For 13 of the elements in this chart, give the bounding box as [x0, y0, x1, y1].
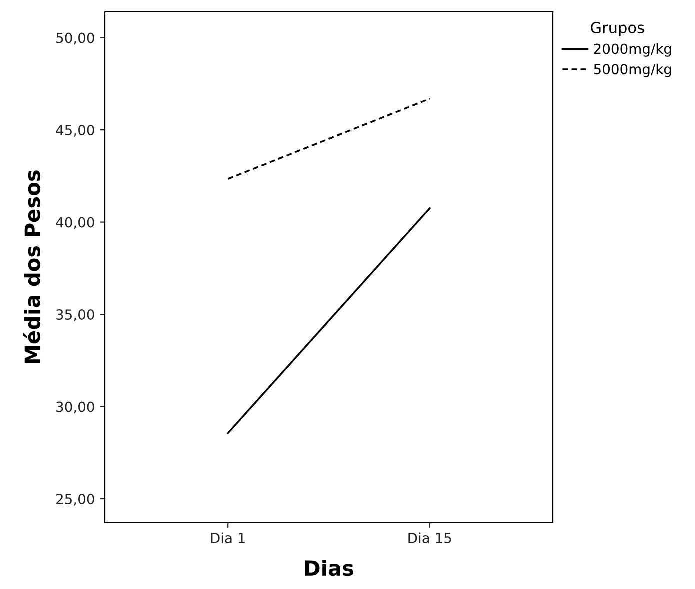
y-tick-label: 30,00 [56, 402, 94, 414]
y-tick-label: 35,00 [56, 310, 94, 322]
y-tick-label: 50,00 [56, 32, 94, 45]
legend-label: 5000mg/kg [594, 64, 672, 78]
x-tick-label: Dia 1 [211, 532, 245, 544]
y-tick-label: 25,00 [56, 494, 94, 506]
y-axis-title: Média dos Pesos [23, 170, 40, 364]
y-tick-label: 45,00 [56, 125, 94, 137]
x-tick-label: Dia 15 [408, 532, 452, 544]
legend-title: Grupos [591, 22, 644, 37]
y-tick-label: 40,00 [56, 217, 94, 230]
legend-label: 2000mg/kg [594, 43, 672, 57]
x-axis-title: Dias [305, 560, 354, 576]
